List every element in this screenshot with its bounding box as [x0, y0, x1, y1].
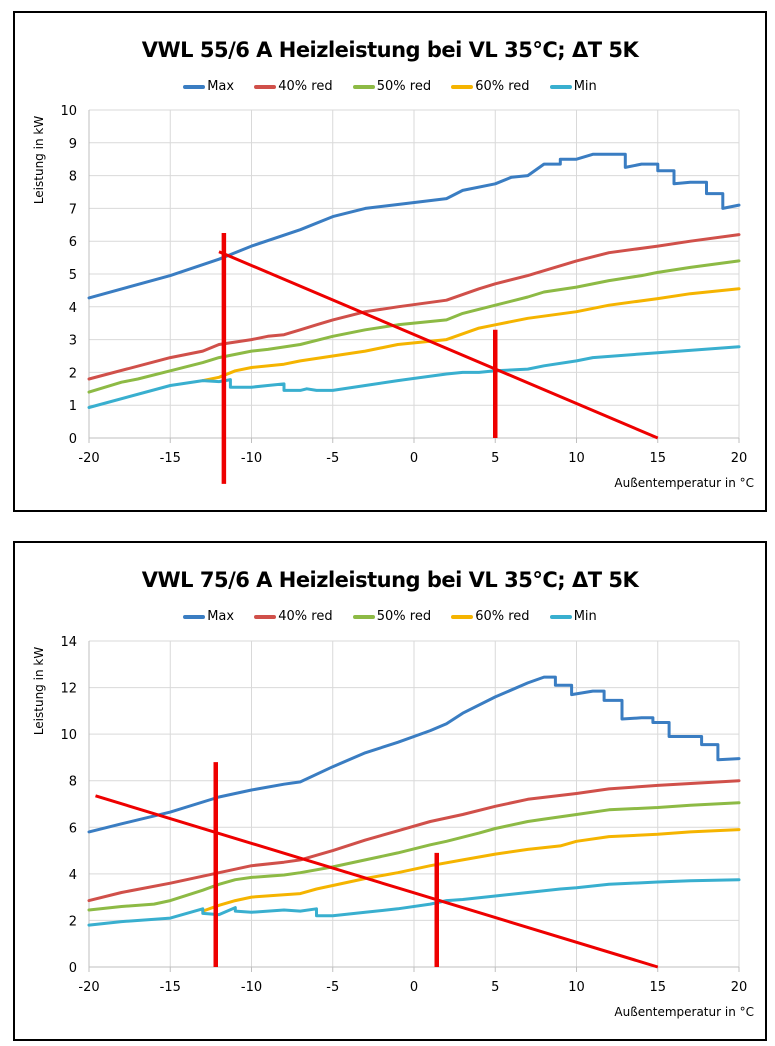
x-axis-title: Außentemperatur in °C [614, 476, 754, 490]
x-tick-label: 0 [410, 980, 418, 995]
y-tick-label: 10 [60, 728, 77, 743]
legend-item-40-red: 40% red [254, 79, 333, 94]
legend-label: Max [207, 79, 235, 94]
legend-item-max: Max [183, 79, 234, 94]
y-tick-label: 4 [69, 301, 77, 316]
x-tick-label: 5 [491, 451, 499, 466]
series-line-60-red [201, 828, 741, 913]
legend-swatch-60-red [451, 84, 474, 89]
x-axis-title: Außentemperatur in °C [614, 1005, 754, 1019]
legend-swatch-60-red [451, 614, 474, 619]
legend-swatch-40-red [254, 84, 277, 89]
y-tick-label: 2 [69, 914, 77, 929]
y-tick-label: 6 [69, 821, 77, 836]
series-line-40-red [87, 233, 741, 381]
y-tick-label: 10 [60, 104, 77, 119]
x-tick-label: -5 [326, 980, 339, 995]
y-tick-label: 14 [60, 635, 77, 650]
chart-1-plot: 0 1 2 3 4 5 6 7 8 9 10 -20 -15 -10 -5 0 5 10 15 20 Außentemp… [32, 104, 754, 490]
series-line-min [87, 345, 741, 409]
legend-swatch-50-red [352, 84, 375, 89]
x-tick-label: 15 [649, 980, 666, 995]
x-tick-label: -15 [160, 451, 181, 466]
legend-swatch-min [549, 84, 572, 89]
legend-item-50-red: 50% red [352, 609, 432, 624]
legend-swatch-40-red [254, 614, 277, 619]
y-tick-label: 0 [69, 432, 77, 447]
legend-item-40-red: 40% red [254, 609, 333, 624]
chart-1-legend: Max 40% red 50% red 60% red Min [15, 79, 765, 94]
annotation-diagonal-line [95, 794, 659, 969]
x-tick-label: 5 [491, 980, 499, 995]
legend-label: Min [573, 79, 597, 94]
legend-swatch-max [183, 614, 206, 619]
y-tick-label: 3 [69, 334, 77, 349]
x-tick-label: -10 [241, 980, 262, 995]
y-tick-label: 8 [69, 775, 77, 790]
legend-label: Max [207, 609, 235, 624]
legend-item-60-red: 60% red [451, 609, 530, 624]
chart-2-title: VWL 75/6 A Heizleistung bei VL 35°C; ΔT … [141, 568, 639, 592]
y-tick-label: 7 [69, 202, 77, 217]
chart-1-title: VWL 55/6 A Heizleistung bei VL 35°C; ΔT … [141, 38, 639, 62]
y-axis-title: Leistung in kW [32, 116, 46, 204]
legend-item-60-red: 60% red [451, 79, 530, 94]
legend-swatch-max [183, 84, 206, 89]
y-tick-label: 2 [69, 366, 77, 381]
y-tick-label: 5 [69, 268, 77, 283]
series-line-50-red [87, 259, 741, 394]
x-tick-label: 10 [568, 980, 585, 995]
legend-swatch-50-red [352, 614, 375, 619]
x-tick-label: 20 [731, 980, 748, 995]
legend-label: 40% red [278, 609, 333, 624]
y-tick-label: 4 [69, 868, 77, 883]
y-tick-label: 12 [60, 682, 77, 697]
legend-label: Min [573, 609, 597, 624]
series-line-max [87, 675, 741, 834]
y-axis-title: Leistung in kW [32, 647, 46, 735]
x-tick-label: 15 [649, 451, 666, 466]
y-tick-label: 1 [69, 399, 77, 414]
x-tick-label: -20 [78, 980, 99, 995]
series-line-50-red [87, 801, 741, 912]
legend-label: 50% red [376, 79, 432, 94]
y-tick-label: 0 [69, 961, 77, 976]
series-line-60-red [201, 287, 741, 383]
x-tick-label: 20 [731, 451, 748, 466]
series-line-max [87, 152, 741, 300]
annotation-diagonal-line [218, 250, 659, 440]
x-tick-label: -15 [160, 980, 181, 995]
legend-label: 40% red [278, 79, 333, 94]
chart-2-legend: Max 40% red 50% red 60% red Min [15, 609, 765, 624]
x-tick-label: -10 [241, 451, 262, 466]
legend-item-50-red: 50% red [352, 79, 432, 94]
x-tick-label: 0 [410, 451, 418, 466]
chart-1-frame: VWL 55/6 A Heizleistung bei VL 35°C; ΔT … [13, 11, 767, 512]
y-tick-label: 8 [69, 170, 77, 185]
y-tick-label: 6 [69, 235, 77, 250]
y-tick-label: 9 [69, 137, 77, 152]
series-line-40-red [87, 779, 741, 903]
legend-label: 60% red [475, 609, 530, 624]
series-line-min [87, 878, 741, 927]
legend-item-max: Max [183, 609, 234, 624]
legend-label: 50% red [376, 609, 432, 624]
legend-label: 60% red [475, 79, 530, 94]
legend-item-min: Min [549, 609, 597, 624]
x-tick-label: -20 [78, 451, 99, 466]
chart-2-frame: VWL 75/6 A Heizleistung bei VL 35°C; ΔT … [13, 541, 767, 1041]
legend-swatch-min [549, 614, 572, 619]
x-tick-label: 10 [568, 451, 585, 466]
x-tick-label: -5 [326, 451, 339, 466]
legend-item-min: Min [549, 79, 597, 94]
